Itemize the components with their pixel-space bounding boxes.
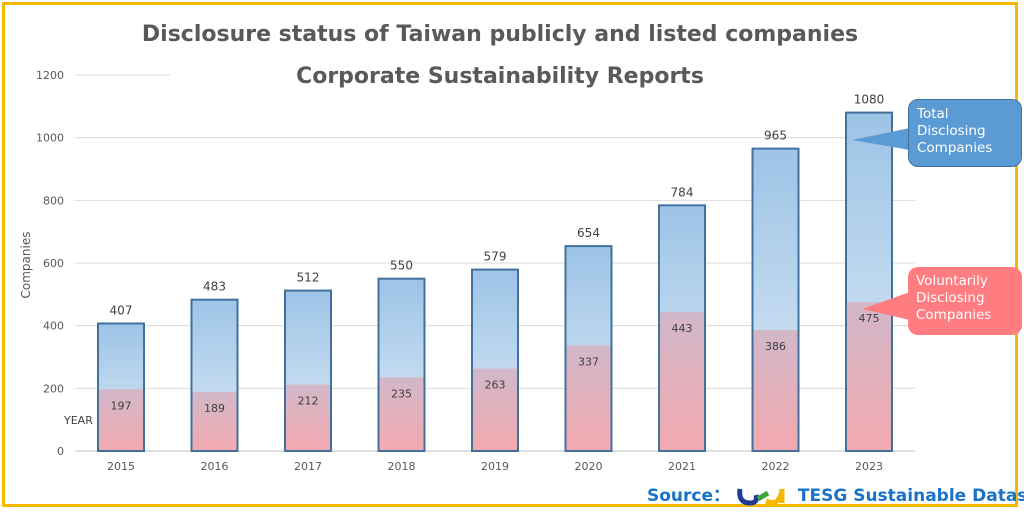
data-label-voluntary: 197 xyxy=(111,399,132,412)
data-label-voluntary: 189 xyxy=(204,402,225,415)
bar-voluntary xyxy=(752,330,799,451)
y-tick-label: 0 xyxy=(57,445,64,458)
bar-voluntary xyxy=(285,384,331,451)
y-tick-label: 800 xyxy=(43,194,64,207)
chart-subtitle: Corporate Sustainability Reports xyxy=(296,64,704,89)
data-label-voluntary: 212 xyxy=(298,395,319,408)
bar-outline xyxy=(284,289,332,452)
x-tick-label: 2022 xyxy=(762,460,790,473)
bar-outline xyxy=(564,245,613,452)
data-label-voluntary: 386 xyxy=(765,340,786,353)
bar-voluntary xyxy=(565,345,612,451)
data-label-total: 550 xyxy=(390,259,413,273)
bar-outline xyxy=(377,277,426,452)
chart-title: Disclosure status of Taiwan publicly and… xyxy=(141,22,859,47)
data-label-voluntary: 337 xyxy=(578,355,599,368)
bar-outline xyxy=(471,268,519,452)
source-credit: Source： TESG Sustainable Dataset xyxy=(647,481,1024,507)
bar-outline xyxy=(190,298,239,452)
x-tick-label: 2017 xyxy=(294,460,322,473)
bar-voluntary xyxy=(378,377,425,451)
bar-voluntary xyxy=(191,391,238,451)
x-tick-label: 2019 xyxy=(481,460,509,473)
bar-outline xyxy=(97,322,145,452)
bar-outline xyxy=(658,204,706,452)
x-tick-label: 2020 xyxy=(575,460,603,473)
x-axis-label: YEAR xyxy=(63,414,93,427)
data-label-total: 1080 xyxy=(854,93,885,107)
x-tick-label: 2023 xyxy=(855,460,883,473)
y-tick-label: 200 xyxy=(43,382,64,395)
y-tick-label: 1000 xyxy=(36,132,64,145)
data-label-total: 407 xyxy=(110,303,133,317)
x-tick-label: 2021 xyxy=(668,460,696,473)
bar-voluntary xyxy=(98,389,144,451)
y-tick-label: 1200 xyxy=(36,69,64,82)
source-name: TESG Sustainable Dataset xyxy=(797,486,1024,506)
bar-outline xyxy=(845,111,893,452)
data-label-total: 784 xyxy=(671,185,694,199)
bar-outline xyxy=(751,147,800,452)
y-tick-label: 600 xyxy=(43,257,64,270)
legend-callout-total: Total Disclosing Companies xyxy=(908,99,1022,167)
y-tick-label: 400 xyxy=(43,320,64,333)
x-tick-label: 2018 xyxy=(388,460,416,473)
data-label-total: 579 xyxy=(484,250,507,264)
callout-pointer-total xyxy=(852,128,910,150)
y-axis-label: Companies xyxy=(19,232,33,299)
bar-voluntary xyxy=(659,312,705,451)
bar-voluntary xyxy=(846,302,892,451)
data-label-voluntary: 263 xyxy=(485,379,506,392)
data-label-voluntary: 443 xyxy=(672,322,693,335)
tesg-logo-icon xyxy=(736,485,792,507)
frame-border xyxy=(2,2,1018,507)
data-label-total: 654 xyxy=(577,226,600,240)
legend-callout-voluntary: Voluntarily Disclosing Companies xyxy=(908,267,1022,335)
callout-pointer-voluntary xyxy=(862,292,910,320)
bar-voluntary xyxy=(472,368,518,451)
x-tick-label: 2015 xyxy=(107,460,135,473)
data-label-total: 483 xyxy=(203,280,226,294)
source-label: Source： xyxy=(647,486,731,506)
data-label-total: 512 xyxy=(297,271,320,285)
x-tick-label: 2016 xyxy=(201,460,229,473)
data-label-total: 965 xyxy=(764,129,787,143)
data-label-voluntary: 235 xyxy=(391,387,412,400)
data-label-voluntary: 475 xyxy=(859,312,880,325)
